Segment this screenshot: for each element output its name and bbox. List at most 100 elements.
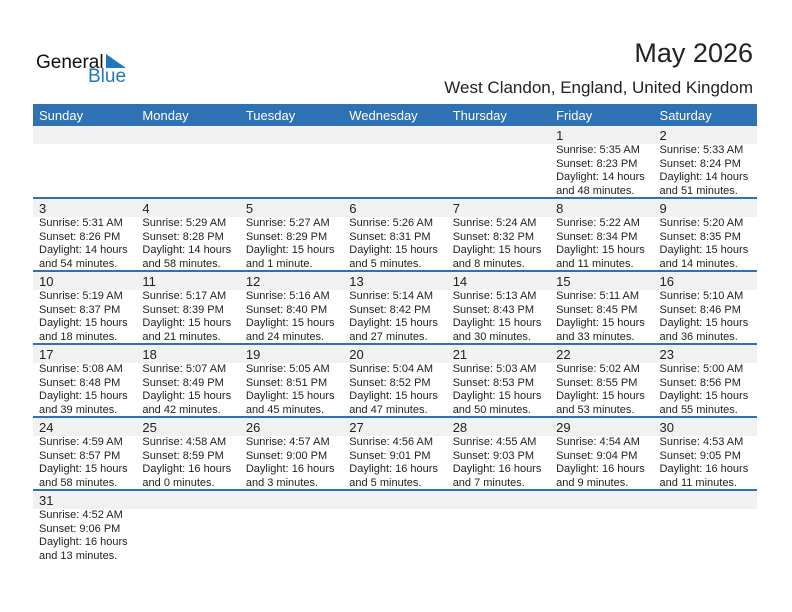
date-band xyxy=(33,418,757,436)
day-cell xyxy=(136,126,239,197)
daylight-minutes: and 58 minutes. xyxy=(142,257,221,270)
daylight: Daylight: 15 hours xyxy=(245,244,335,256)
day-number: 8 xyxy=(556,201,564,216)
sunrise: Sunrise: 5:20 AM xyxy=(659,217,744,229)
weekday-wednesday: Wednesday xyxy=(349,108,418,123)
day-number: 23 xyxy=(659,347,674,362)
sunrise: Sunrise: 5:10 AM xyxy=(659,290,744,302)
daylight-minutes: and 55 minutes. xyxy=(659,403,738,416)
day-number: 30 xyxy=(659,420,674,435)
daylight-minutes: and 14 minutes. xyxy=(659,257,738,270)
day-cell: 17 Sunrise: 5:08 AM Sunset: 8:48 PM Dayl… xyxy=(33,345,136,416)
daylight: Daylight: 15 hours xyxy=(556,244,645,256)
sunrise: Sunrise: 5:02 AM xyxy=(556,363,640,375)
weekday-friday: Friday xyxy=(556,108,593,123)
day-number: 11 xyxy=(142,274,156,289)
sunset: Sunset: 9:03 PM xyxy=(452,449,535,462)
daylight: Daylight: 16 hours xyxy=(659,463,749,475)
daylight: Daylight: 15 hours xyxy=(349,317,438,329)
sunset: Sunset: 8:59 PM xyxy=(142,449,224,462)
sunset: Sunset: 8:52 PM xyxy=(349,376,431,389)
sunset: Sunset: 8:55 PM xyxy=(556,376,638,389)
sunrise: Sunrise: 5:14 AM xyxy=(349,290,434,302)
day-number: 9 xyxy=(659,201,667,216)
daylight-minutes: and 27 minutes. xyxy=(349,330,428,343)
daylight: Daylight: 15 hours xyxy=(452,317,542,329)
day-cell: 21 Sunrise: 5:03 AM Sunset: 8:53 PM Dayl… xyxy=(447,345,550,416)
sunset: Sunset: 8:49 PM xyxy=(142,376,224,389)
daylight: Daylight: 14 hours xyxy=(659,171,749,183)
day-cell xyxy=(550,491,653,562)
daylight: Daylight: 14 hours xyxy=(142,244,232,256)
daylight-minutes: and 8 minutes. xyxy=(452,257,525,270)
day-cell: 16 Sunrise: 5:10 AM Sunset: 8:46 PM Dayl… xyxy=(654,272,757,343)
daylight-minutes: and 53 minutes. xyxy=(556,403,635,416)
day-cell: 9 Sunrise: 5:20 AM Sunset: 8:35 PM Dayli… xyxy=(654,199,757,270)
sunset: Sunset: 8:53 PM xyxy=(452,376,535,389)
day-cell: 15 Sunrise: 5:11 AM Sunset: 8:45 PM Dayl… xyxy=(550,272,653,343)
day-number: 26 xyxy=(245,420,261,435)
sunrise: Sunrise: 5:33 AM xyxy=(659,144,744,156)
daylight-minutes: and 1 minute. xyxy=(245,257,313,270)
week-row: 3 Sunrise: 5:31 AM Sunset: 8:26 PM Dayli… xyxy=(33,199,757,272)
day-cell: 30 Sunrise: 4:53 AM Sunset: 9:05 PM Dayl… xyxy=(654,418,757,489)
day-number: 22 xyxy=(556,347,571,362)
sunset: Sunset: 8:24 PM xyxy=(659,157,741,170)
day-number: 3 xyxy=(39,201,47,216)
sunset: Sunset: 8:39 PM xyxy=(142,303,224,316)
daylight-minutes: and 13 minutes. xyxy=(39,549,118,562)
logo-blue: Blue xyxy=(88,66,127,87)
day-cell: 31 Sunrise: 4:52 AM Sunset: 9:06 PM Dayl… xyxy=(33,491,136,562)
weekday-header: Sunday Monday Tuesday Wednesday Thursday Frid… xyxy=(33,104,757,126)
sunset: Sunset: 8:42 PM xyxy=(349,303,431,316)
day-number: 2 xyxy=(659,128,667,143)
day-cell: 11 Sunrise: 5:17 AM Sunset: 8:39 PM Dayl… xyxy=(136,272,239,343)
sunset: Sunset: 9:01 PM xyxy=(349,449,431,462)
day-cell xyxy=(136,491,239,562)
daylight-minutes: and 7 minutes. xyxy=(452,476,525,489)
daylight-minutes: and 30 minutes. xyxy=(452,330,531,343)
sunset: Sunset: 8:40 PM xyxy=(245,303,328,316)
sunrise: Sunrise: 4:59 AM xyxy=(39,436,123,448)
sunset: Sunset: 9:05 PM xyxy=(659,449,741,462)
sunrise: Sunrise: 4:55 AM xyxy=(452,436,537,448)
sunrise: Sunrise: 4:57 AM xyxy=(245,436,330,448)
day-cell: 14 Sunrise: 5:13 AM Sunset: 8:43 PM Dayl… xyxy=(447,272,550,343)
day-cell: 7 Sunrise: 5:24 AM Sunset: 8:32 PM Dayli… xyxy=(447,199,550,270)
day-number: 21 xyxy=(452,347,468,362)
day-cell: 13 Sunrise: 5:14 AM Sunset: 8:42 PM Dayl… xyxy=(343,272,446,343)
daylight-minutes: and 18 minutes. xyxy=(39,330,118,343)
day-cell xyxy=(654,491,757,562)
day-number: 12 xyxy=(245,274,261,289)
sunrise: Sunrise: 5:05 AM xyxy=(245,363,330,375)
day-cell: 29 Sunrise: 4:54 AM Sunset: 9:04 PM Dayl… xyxy=(550,418,653,489)
day-cell xyxy=(447,491,550,562)
day-number: 5 xyxy=(245,201,254,216)
sunrise: Sunrise: 4:53 AM xyxy=(659,436,744,448)
daylight-minutes: and 45 minutes. xyxy=(245,403,325,416)
sunset: Sunset: 8:37 PM xyxy=(39,303,121,316)
week-row: 24 Sunrise: 4:59 AM Sunset: 8:57 PM Dayl… xyxy=(33,418,757,491)
daylight: Daylight: 15 hours xyxy=(659,244,749,256)
daylight: Daylight: 16 hours xyxy=(142,463,232,475)
daylight-minutes: and 0 minutes. xyxy=(142,476,215,489)
daylight-minutes: and 54 minutes. xyxy=(39,257,118,270)
day-number: 27 xyxy=(349,420,364,435)
day-cell: 18 Sunrise: 5:07 AM Sunset: 8:49 PM Dayl… xyxy=(136,345,239,416)
day-cell xyxy=(343,126,446,197)
sunset: Sunset: 8:56 PM xyxy=(659,376,741,389)
day-cell: 22 Sunrise: 5:02 AM Sunset: 8:55 PM Dayl… xyxy=(550,345,653,416)
day-number: 16 xyxy=(659,274,674,289)
page-title: May 2026 xyxy=(634,38,753,68)
sunrise: Sunrise: 5:00 AM xyxy=(659,363,744,375)
daylight: Daylight: 16 hours xyxy=(556,463,645,475)
sunset: Sunset: 9:06 PM xyxy=(39,522,121,535)
sunset: Sunset: 8:31 PM xyxy=(349,230,431,243)
day-cell: 27 Sunrise: 4:56 AM Sunset: 9:01 PM Dayl… xyxy=(343,418,446,489)
sunrise: Sunrise: 5:29 AM xyxy=(142,217,227,229)
weekday-monday: Monday xyxy=(142,108,189,123)
weekday-saturday: Saturday xyxy=(659,108,712,123)
day-cell: 23 Sunrise: 5:00 AM Sunset: 8:56 PM Dayl… xyxy=(654,345,757,416)
daylight-minutes: and 39 minutes. xyxy=(39,403,118,416)
weekday-tuesday: Tuesday xyxy=(245,108,296,123)
